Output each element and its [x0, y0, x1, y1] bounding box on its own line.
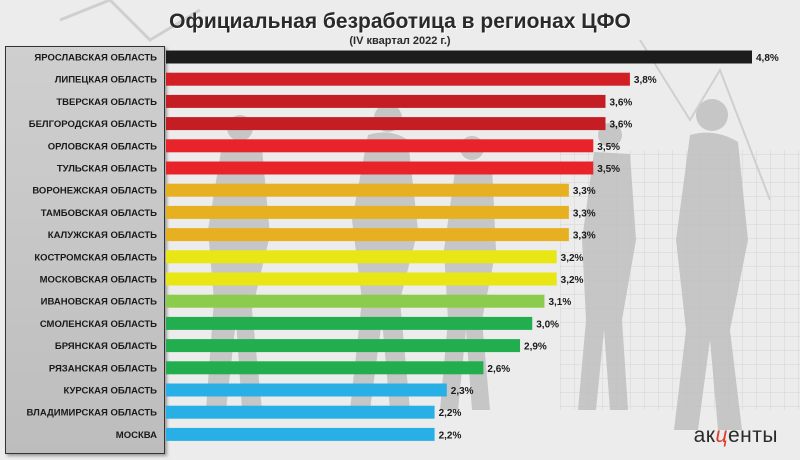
bar [166, 183, 569, 197]
bar [166, 316, 533, 330]
brand-logo: акценты [694, 424, 778, 448]
value-label: 3,1% [548, 297, 571, 308]
bar [166, 361, 484, 375]
value-label: 2,2% [439, 408, 462, 419]
category-label: ОРЛОВСКАЯ ОБЛАСТЬ [48, 141, 157, 152]
bar [166, 250, 557, 264]
category-label: ЯРОСЛАВСКАЯ ОБЛАСТЬ [34, 53, 157, 64]
bar [166, 383, 447, 397]
category-label: ИВАНОВСКАЯ ОБЛАСТЬ [41, 297, 158, 308]
bar [166, 228, 569, 242]
value-label: 3,6% [610, 97, 633, 108]
value-label: 3,2% [561, 253, 584, 264]
bar [166, 427, 435, 441]
logo-text-post: енты [728, 424, 778, 447]
value-label: 3,2% [561, 275, 584, 286]
bar [166, 339, 521, 353]
logo-text-pre: ак [693, 424, 716, 447]
bar [166, 117, 606, 131]
value-label: 3,3% [573, 186, 596, 197]
category-label: ВОРОНЕЖСКАЯ ОБЛАСТЬ [32, 186, 157, 197]
value-label: 3,5% [597, 164, 620, 175]
value-label: 3,3% [573, 208, 596, 219]
value-label: 3,3% [573, 231, 596, 242]
bar [166, 50, 752, 64]
category-label: БРЯНСКАЯ ОБЛАСТЬ [55, 341, 157, 352]
bar [166, 161, 594, 175]
category-label: ЛИПЕЦКАЯ ОБЛАСТЬ [55, 75, 157, 86]
category-label: БЕЛГОРОДСКАЯ ОБЛАСТЬ [29, 119, 157, 130]
category-label: КОСТРОМСКАЯ ОБЛАСТЬ [34, 252, 157, 263]
value-label: 2,3% [451, 386, 474, 397]
category-label: ТВЕРСКАЯ ОБЛАСТЬ [56, 97, 157, 108]
category-label: РЯЗАНСКАЯ ОБЛАСТЬ [49, 363, 157, 374]
bar [166, 94, 606, 108]
value-label: 4,8% [756, 53, 779, 64]
bar [166, 139, 594, 153]
chart-title: Официальная безработица в регионах ЦФО [169, 10, 631, 33]
value-label: 2,9% [524, 342, 547, 353]
chart-subtitle: (IV квартал 2022 г.) [349, 35, 451, 47]
value-label: 3,6% [610, 120, 633, 131]
category-label: ТАМБОВСКАЯ ОБЛАСТЬ [41, 208, 157, 219]
category-label: КУРСКАЯ ОБЛАСТЬ [63, 386, 157, 397]
bar [166, 205, 569, 219]
value-label: 3,0% [536, 319, 559, 330]
bar [166, 272, 557, 286]
bar [166, 294, 545, 308]
value-label: 2,6% [487, 364, 510, 375]
category-label: КАЛУЖСКАЯ ОБЛАСТЬ [48, 230, 157, 241]
category-label: СМОЛЕНСКАЯ ОБЛАСТЬ [40, 319, 157, 330]
category-label-panel [5, 46, 165, 454]
value-label: 3,8% [634, 75, 657, 86]
category-label: ВЛАДИМИРСКАЯ ОБЛАСТЬ [27, 408, 158, 419]
category-label: МОСКОВСКАЯ ОБЛАСТЬ [40, 275, 158, 286]
logo-text-accent: ц [715, 424, 728, 447]
category-label: МОСКВА [116, 430, 157, 441]
bar [166, 405, 435, 419]
bar [166, 72, 630, 86]
category-label: ТУЛЬСКАЯ ОБЛАСТЬ [57, 164, 157, 175]
value-label: 2,2% [439, 430, 462, 441]
value-label: 3,5% [597, 142, 620, 153]
